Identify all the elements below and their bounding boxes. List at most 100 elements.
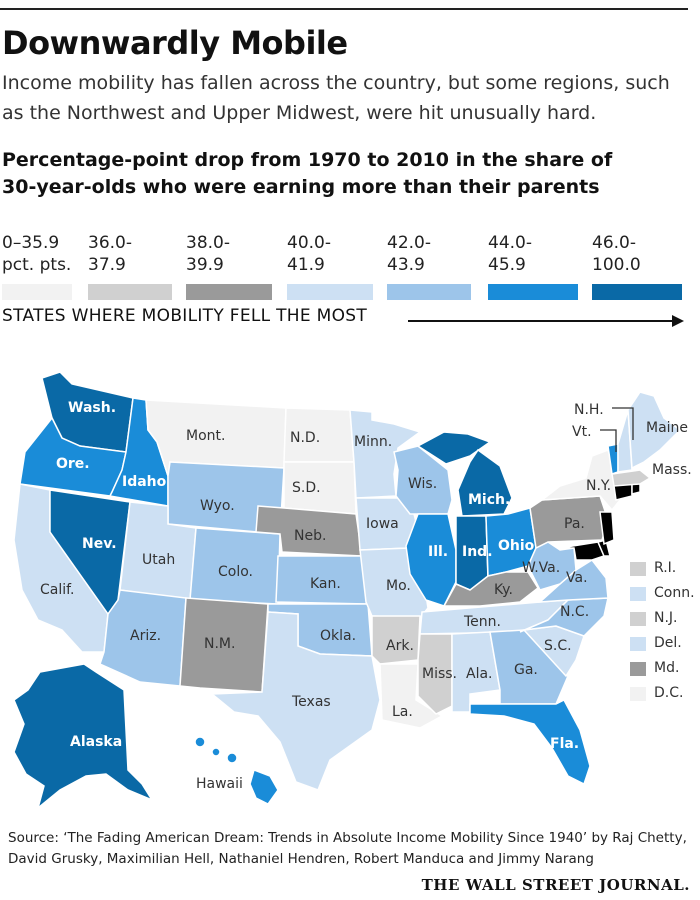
legend-swatch-5 [488, 284, 578, 300]
legend-bin-2-line2: 39.9 [186, 255, 224, 275]
state-nj [599, 511, 615, 546]
state-nm [179, 597, 269, 693]
label-ala: Ala. [466, 666, 493, 682]
label-conn: Conn. [654, 585, 695, 601]
label-ga: Ga. [514, 662, 538, 678]
legend-bin-2: 38.0- 39.9 [186, 232, 230, 276]
label-nev: Nev. [82, 536, 117, 552]
label-ill: Ill. [428, 544, 448, 560]
label-ore: Ore. [56, 456, 90, 472]
label-idaho: Idaho [122, 474, 167, 490]
legend-swatch-2 [186, 284, 272, 300]
state-mass [611, 469, 652, 487]
legend-bin-3-line1: 40.0- [287, 233, 331, 253]
state-nc [519, 597, 609, 637]
legend-bin-4: 42.0- 43.9 [387, 232, 431, 276]
chart-title: Downwardly Mobile [2, 24, 348, 62]
state-mich [457, 448, 513, 517]
legend-arrow-label: STATES WHERE MOBILITY FELL THE MOST [2, 306, 368, 326]
label-wash: Wash. [68, 400, 116, 416]
legend-arrow-head [672, 315, 684, 327]
label-kan: Kan. [310, 576, 341, 592]
label-ri: R.I. [654, 560, 677, 576]
label-wva: W.Va. [522, 560, 560, 576]
state-neb [255, 505, 363, 557]
legend-bin-5: 44.0- 45.9 [488, 232, 532, 276]
state-wyo [167, 461, 285, 535]
callout-line-vt [600, 429, 617, 452]
state-fla [469, 699, 591, 786]
source-note: Source: ‘The Fading American Dream: Tren… [8, 830, 687, 867]
legend-bin-3-line2: 41.9 [287, 255, 325, 275]
legend-swatch-3 [287, 284, 373, 300]
legend-bin-1-line1: 36.0- [88, 233, 132, 253]
label-nd: N.D. [290, 430, 320, 446]
label-sd: S.D. [292, 480, 321, 496]
swatch-del [630, 637, 646, 651]
label-vt: Vt. [572, 424, 592, 440]
label-dc: D.C. [654, 685, 684, 701]
label-nm: N.M. [204, 636, 235, 652]
label-alaska: Alaska [70, 734, 122, 750]
legend-swatch-0 [2, 284, 72, 300]
legend-arrow-line [408, 320, 676, 322]
publisher-brand: THE WALL STREET JOURNAL. [421, 876, 690, 894]
label-pa: Pa. [564, 516, 585, 532]
label-neb: Neb. [294, 528, 326, 544]
label-la: La. [392, 704, 413, 720]
state-texas [209, 611, 381, 791]
state-ky [442, 571, 539, 607]
label-mass: Mass. [652, 462, 692, 478]
hawaii-island-2 [211, 747, 221, 757]
label-okla: Okla. [320, 628, 356, 644]
hawaii-island-1 [194, 736, 206, 748]
label-ind: Ind. [462, 544, 493, 560]
label-ohio: Ohio [498, 538, 535, 554]
swatch-conn [630, 587, 646, 601]
legend-bin-1-line2: 37.9 [88, 255, 126, 275]
label-nh: N.H. [574, 402, 604, 418]
label-ky: Ky. [494, 582, 513, 598]
legend-bin-6: 46.0- 100.0 [592, 232, 641, 276]
label-ark: Ark. [386, 638, 414, 654]
legend-bin-0-line1: 0–35.9 [2, 233, 60, 253]
label-md: Md. [654, 660, 680, 676]
state-ark [371, 615, 421, 665]
label-va: Va. [566, 570, 588, 586]
legend-bin-6-line2: 100.0 [592, 255, 641, 275]
state-hawaii [249, 769, 279, 805]
legend-bin-0-line2: pct. pts. [2, 255, 72, 275]
label-wis: Wis. [408, 476, 437, 492]
swatch-nj [630, 612, 646, 626]
label-colo: Colo. [218, 564, 253, 580]
state-maine [627, 391, 682, 470]
us-map: Wash. Ore. Idaho Mont. Wyo. Calif. Nev. … [13, 371, 692, 811]
legend-bin-4-line2: 43.9 [387, 255, 425, 275]
state-mich-upper [416, 431, 492, 465]
legend-bin-6-line1: 46.0- [592, 233, 636, 253]
label-calif: Calif. [40, 582, 75, 598]
label-utah: Utah [142, 552, 175, 568]
label-maine: Maine [646, 420, 688, 436]
state-alaska [13, 663, 154, 811]
legend-bin-4-line1: 42.0- [387, 233, 431, 253]
label-ny: N.Y. [586, 478, 611, 494]
state-minn [349, 409, 422, 499]
label-miss: Miss. [422, 666, 457, 682]
legend-swatch-4 [387, 284, 471, 300]
label-iowa: Iowa [366, 516, 399, 532]
swatch-dc [630, 687, 646, 701]
legend-bin-3: 40.0- 41.9 [287, 232, 331, 276]
chart-heading: Percentage-point drop from 1970 to 2010 … [2, 149, 613, 198]
label-ariz: Ariz. [130, 628, 161, 644]
top-rule [0, 8, 688, 10]
hawaii-island-3 [226, 752, 238, 764]
chart-subtitle: Income mobility has fallen across the co… [2, 72, 670, 124]
swatch-ri [630, 562, 646, 576]
legend-swatch-6 [592, 284, 682, 300]
label-nj: N.J. [654, 610, 678, 626]
label-sc: S.C. [544, 638, 572, 654]
legend-bin-1: 36.0- 37.9 [88, 232, 132, 276]
legend-swatch-1 [88, 284, 172, 300]
label-tenn: Tenn. [463, 614, 501, 630]
